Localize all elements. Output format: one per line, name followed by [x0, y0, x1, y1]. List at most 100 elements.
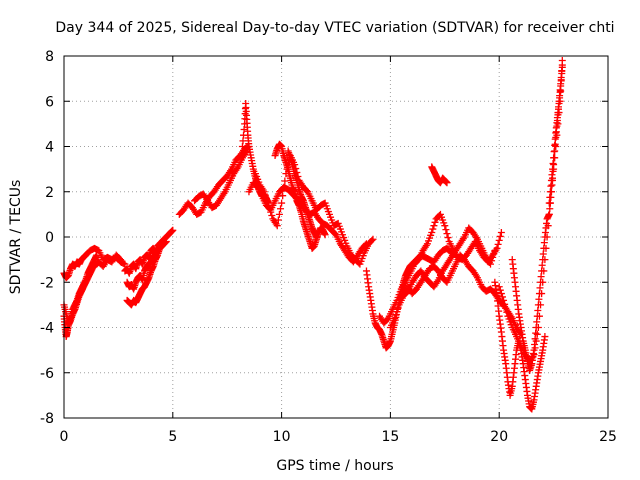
data-point	[495, 283, 503, 291]
data-point	[494, 240, 502, 248]
data-series	[60, 251, 101, 327]
data-point	[267, 208, 275, 216]
data-point	[443, 230, 451, 238]
data-point	[369, 235, 377, 243]
data-point	[496, 286, 504, 294]
y-tick-label: -4	[40, 321, 54, 337]
data-layer	[60, 57, 566, 413]
data-point	[501, 300, 509, 308]
data-point	[266, 205, 274, 213]
data-point	[368, 236, 376, 244]
y-tick-label: -2	[40, 275, 54, 291]
data-point	[500, 296, 508, 304]
data-point	[275, 210, 283, 218]
data-point	[429, 225, 437, 233]
data-point	[431, 218, 439, 226]
data-point	[556, 86, 564, 94]
data-point	[550, 154, 558, 162]
data-series	[284, 147, 320, 241]
x-tick-label: 5	[168, 429, 177, 445]
data-series	[545, 61, 566, 207]
x-tick-label: 0	[60, 429, 69, 445]
y-tick-label: 8	[45, 49, 54, 65]
data-point	[488, 257, 496, 265]
x-axis-label: GPS time / hours	[276, 458, 393, 474]
data-point	[260, 188, 268, 196]
data-point	[279, 192, 287, 200]
data-point	[442, 226, 450, 234]
x-tick-label: 10	[273, 429, 291, 445]
x-axis-ticks: 0 5 10 15 20 25	[60, 56, 617, 445]
data-point	[263, 198, 271, 206]
data-point	[321, 231, 329, 239]
y-tick-label: -8	[40, 411, 54, 427]
data-point	[121, 260, 129, 268]
data-series	[428, 163, 451, 187]
y-tick-label: 2	[45, 185, 54, 201]
data-point	[490, 250, 498, 258]
data-point	[273, 222, 281, 230]
data-series	[491, 278, 549, 413]
data-point	[551, 141, 559, 149]
data-point	[162, 238, 170, 246]
data-point	[497, 228, 505, 236]
data-point	[550, 148, 558, 156]
data-point	[268, 212, 276, 220]
data-point	[558, 67, 566, 75]
data-point	[392, 311, 400, 319]
y-tick-label: 0	[45, 230, 54, 246]
data-point	[533, 330, 541, 338]
data-point	[489, 253, 497, 261]
data-point	[441, 222, 449, 230]
data-point	[312, 233, 320, 241]
data-point	[278, 199, 286, 207]
data-point	[557, 73, 565, 81]
data-point	[158, 240, 166, 248]
data-series	[123, 240, 166, 309]
data-series	[271, 140, 329, 252]
data-point	[93, 251, 101, 259]
data-point	[503, 308, 511, 316]
data-point	[115, 254, 123, 262]
data-point	[391, 314, 399, 322]
data-point	[491, 247, 499, 255]
data-point	[393, 308, 401, 316]
data-point	[117, 256, 125, 264]
data-point	[443, 179, 451, 187]
data-point	[558, 61, 566, 69]
data-point	[394, 304, 402, 312]
data-point	[557, 80, 565, 88]
data-point	[274, 216, 282, 224]
data-point	[261, 191, 269, 199]
data-series	[495, 57, 566, 365]
y-axis-ticks: -8 -6 -4 -2 0 2 4 6 8	[40, 49, 608, 427]
data-point	[262, 195, 270, 203]
y-tick-label: 6	[45, 94, 54, 110]
data-point	[502, 304, 510, 312]
data-point	[281, 177, 289, 185]
data-point	[551, 135, 559, 143]
data-point	[541, 333, 549, 341]
data-point	[486, 260, 494, 268]
data-point	[265, 201, 273, 209]
data-point	[277, 205, 285, 213]
data-series	[191, 147, 251, 212]
x-tick-label: 15	[381, 429, 399, 445]
y-tick-label: -6	[40, 366, 54, 382]
data-point	[497, 290, 505, 298]
data-point	[498, 293, 506, 301]
data-point	[496, 232, 504, 240]
y-tick-label: 4	[45, 140, 54, 156]
y-axis-label: SDTVAR / TECUs	[8, 180, 24, 295]
data-point	[280, 184, 288, 192]
x-tick-label: 25	[599, 429, 617, 445]
data-point	[495, 236, 503, 244]
data-point	[430, 222, 438, 230]
x-tick-label: 20	[490, 429, 508, 445]
data-point	[169, 226, 177, 234]
chart-title: Day 344 of 2025, Sidereal Day-to-day VTE…	[55, 20, 614, 36]
data-point	[444, 234, 452, 242]
data-series	[362, 244, 460, 352]
data-point	[428, 228, 436, 236]
